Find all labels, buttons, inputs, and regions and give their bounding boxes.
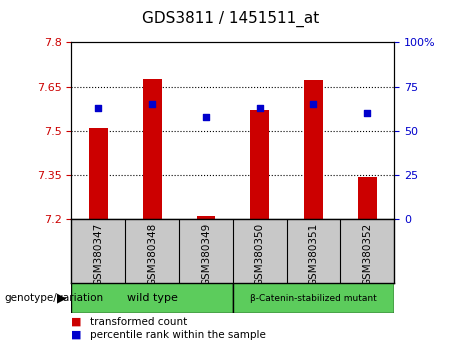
Text: GSM380348: GSM380348	[147, 223, 157, 286]
Bar	[304, 80, 323, 219]
Text: wild type: wild type	[127, 293, 177, 303]
Bar	[358, 177, 377, 219]
Point	[95, 105, 102, 111]
Text: ■: ■	[71, 317, 82, 327]
Text: transformed count: transformed count	[90, 317, 187, 327]
Text: GSM380349: GSM380349	[201, 223, 211, 286]
Point	[364, 110, 371, 116]
Bar	[196, 216, 215, 219]
Text: ■: ■	[71, 330, 82, 339]
Point	[148, 102, 156, 107]
Text: GSM380351: GSM380351	[308, 223, 319, 286]
Text: GDS3811 / 1451511_at: GDS3811 / 1451511_at	[142, 11, 319, 27]
Text: GSM380352: GSM380352	[362, 223, 372, 286]
Text: genotype/variation: genotype/variation	[5, 293, 104, 303]
Point	[202, 114, 210, 120]
Text: GSM380350: GSM380350	[254, 223, 265, 286]
Text: β-Catenin-stabilized mutant: β-Catenin-stabilized mutant	[250, 294, 377, 303]
Bar	[71, 283, 233, 313]
Bar	[250, 110, 269, 219]
Text: ▶: ▶	[57, 292, 67, 305]
Point	[310, 102, 317, 107]
Bar	[89, 128, 108, 219]
Bar	[143, 79, 161, 219]
Text: GSM380347: GSM380347	[93, 223, 103, 286]
Bar	[233, 283, 394, 313]
Point	[256, 105, 263, 111]
Text: percentile rank within the sample: percentile rank within the sample	[90, 330, 266, 339]
